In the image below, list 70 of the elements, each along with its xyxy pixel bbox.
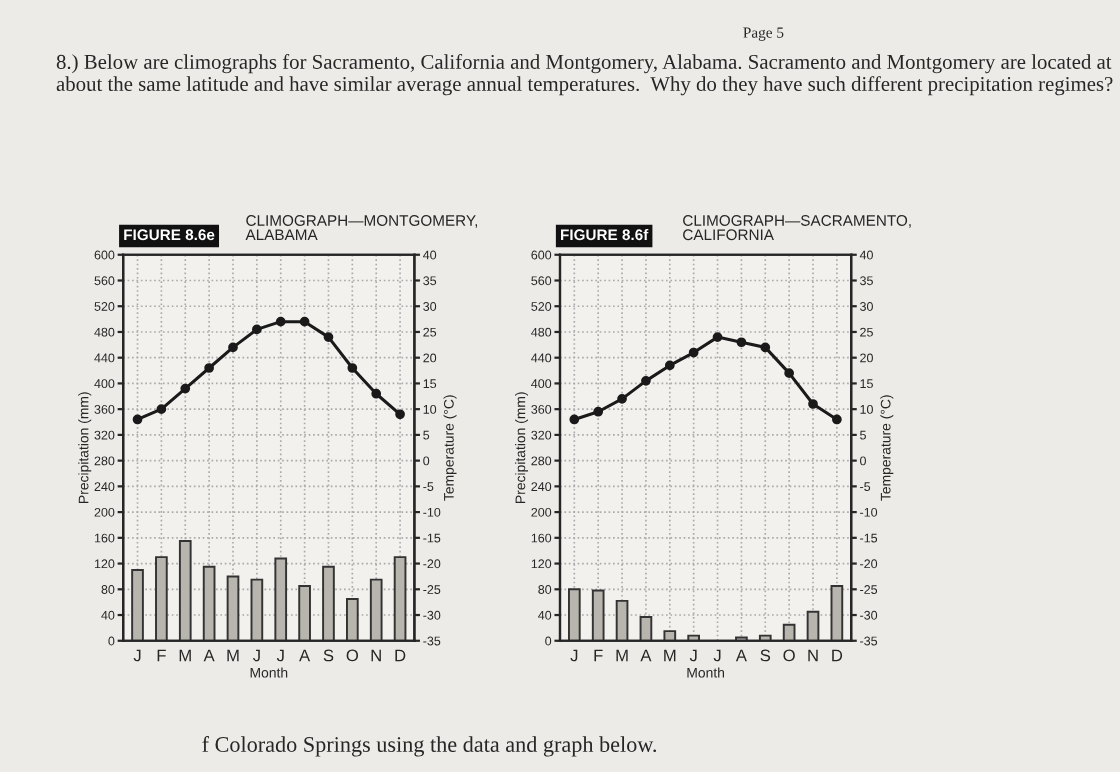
point <box>664 360 675 371</box>
x-tick-label: J <box>276 649 284 662</box>
bar <box>782 623 796 641</box>
x-tick-label: O <box>783 649 795 662</box>
bar <box>393 556 407 641</box>
x-tick-label: M <box>616 649 628 662</box>
x-tick-label: M <box>664 649 676 662</box>
x-tick-label: O <box>346 649 359 662</box>
point <box>395 409 405 420</box>
text: f Colorado Springs using the data and graph below. <box>202 736 657 757</box>
point <box>180 383 191 394</box>
point <box>347 363 358 373</box>
bar <box>591 589 605 641</box>
bar <box>274 557 288 641</box>
x-tick-label: J <box>689 649 697 662</box>
x-tick-label: J <box>133 649 141 662</box>
x-tick-label: A <box>203 649 215 662</box>
point <box>688 347 699 358</box>
x-tick-label: F <box>157 649 166 662</box>
x-tick-label: S <box>760 649 771 662</box>
bar <box>830 585 844 641</box>
point <box>617 394 627 404</box>
bar <box>663 630 677 641</box>
point <box>784 368 794 378</box>
point <box>252 324 262 335</box>
point <box>228 342 238 353</box>
point <box>132 414 143 425</box>
point <box>736 337 747 348</box>
x-tick-label: D <box>395 649 406 662</box>
x-tick-label: A <box>735 649 747 662</box>
bar <box>346 597 359 641</box>
point <box>712 332 723 342</box>
x-tick-label: A <box>640 649 652 662</box>
point <box>760 342 771 353</box>
bar <box>202 565 216 641</box>
point <box>156 404 167 415</box>
point <box>641 375 651 386</box>
bar <box>369 578 383 641</box>
point <box>832 414 842 425</box>
x-tick-label: F <box>594 649 603 662</box>
bar <box>226 575 240 641</box>
x-tick-label: A <box>299 649 311 662</box>
point <box>323 332 334 342</box>
bar <box>322 565 335 641</box>
x-tick-label: M <box>227 649 239 662</box>
x-tick-label: J <box>713 649 721 662</box>
point <box>204 363 214 373</box>
x-tick-label: N <box>808 649 818 662</box>
bar <box>250 578 264 641</box>
x-tick-label: J <box>252 649 260 662</box>
x-tick-label: D <box>832 649 843 662</box>
text: 8.) Below are climographs for Sacramento, California and Montgomery, Alabama. Sacramento and Montgomery are located at about the same latitude and have similar average annual temperatures. Why do they have such different precipitation regimes? <box>56 54 1113 96</box>
point <box>299 316 310 327</box>
point <box>808 399 818 409</box>
bar <box>615 599 629 641</box>
bar <box>298 585 311 641</box>
bar <box>155 556 168 641</box>
x-tick-label: J <box>570 649 578 662</box>
point <box>593 406 604 417</box>
bar <box>639 615 653 641</box>
point <box>275 316 286 327</box>
x-tick-label: N <box>371 649 381 662</box>
point <box>371 388 382 399</box>
bar <box>131 569 144 641</box>
bar <box>178 540 192 641</box>
x-tick-label: M <box>179 649 191 662</box>
bar <box>806 610 820 641</box>
bar <box>567 588 581 641</box>
x-tick-label: S <box>323 649 334 662</box>
point <box>569 414 580 425</box>
